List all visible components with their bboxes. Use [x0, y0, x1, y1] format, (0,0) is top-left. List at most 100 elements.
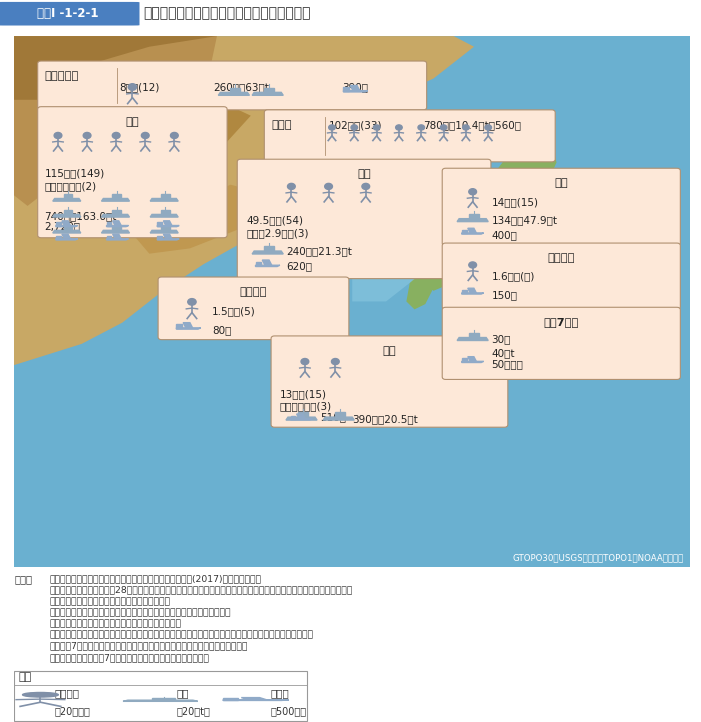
- Polygon shape: [264, 87, 274, 92]
- Polygon shape: [102, 199, 130, 201]
- Text: 390機: 390機: [342, 82, 368, 92]
- Polygon shape: [113, 234, 121, 239]
- Polygon shape: [163, 234, 172, 239]
- Polygon shape: [157, 222, 162, 225]
- Polygon shape: [457, 337, 488, 341]
- Polygon shape: [102, 230, 130, 233]
- Text: 260隻　63万t: 260隻 63万t: [214, 82, 269, 92]
- Polygon shape: [297, 414, 305, 419]
- Text: ３　在日・在韓駐留米軍の陸上兵力は、陸軍および海兵隊の総数を示す。: ３ 在日・在韓駐留米軍の陸上兵力は、陸軍および海兵隊の総数を示す。: [49, 608, 231, 617]
- FancyBboxPatch shape: [158, 277, 349, 339]
- Polygon shape: [241, 697, 267, 700]
- Circle shape: [351, 125, 358, 130]
- Text: ２　日本については、平成28年度末における各自衛隊の実勢力を示し、作戦機数は空自の作戦機（輸送機を除く）および: ２ 日本については、平成28年度末における各自衛隊の実勢力を示し、作戦機数は空自…: [49, 586, 353, 595]
- Circle shape: [325, 183, 332, 189]
- Text: 134隻　47.9万t: 134隻 47.9万t: [491, 215, 557, 225]
- Polygon shape: [343, 87, 349, 91]
- Polygon shape: [53, 199, 81, 201]
- Circle shape: [395, 125, 402, 130]
- FancyBboxPatch shape: [442, 243, 681, 310]
- Circle shape: [418, 125, 425, 130]
- Text: 390隻　20.5万t: 390隻 20.5万t: [353, 414, 418, 424]
- Polygon shape: [298, 412, 308, 417]
- Polygon shape: [64, 210, 72, 214]
- Polygon shape: [223, 698, 238, 700]
- FancyBboxPatch shape: [38, 107, 227, 238]
- Polygon shape: [53, 230, 81, 233]
- Text: 中国: 中国: [125, 117, 139, 127]
- Circle shape: [112, 132, 120, 139]
- Polygon shape: [231, 87, 240, 92]
- Text: （500機）: （500機）: [270, 706, 306, 716]
- Circle shape: [128, 84, 137, 90]
- Circle shape: [54, 132, 62, 139]
- Text: ７　在日米軍及び米第7艦隊の作戦機数については戦闘機のみ。: ７ 在日米軍及び米第7艦隊の作戦機数については戦闘機のみ。: [49, 653, 209, 662]
- Polygon shape: [62, 234, 70, 239]
- Text: 在韓米軍: 在韓米軍: [240, 287, 267, 297]
- Text: 極東ロシア: 極東ロシア: [44, 71, 79, 81]
- Polygon shape: [56, 235, 61, 239]
- Circle shape: [332, 359, 339, 365]
- FancyBboxPatch shape: [264, 110, 555, 162]
- Text: 図表I -1-2-1: 図表I -1-2-1: [36, 6, 98, 19]
- Polygon shape: [157, 225, 179, 227]
- Polygon shape: [335, 412, 345, 417]
- Polygon shape: [350, 85, 360, 91]
- Circle shape: [463, 125, 469, 130]
- Circle shape: [83, 132, 91, 139]
- Circle shape: [440, 125, 447, 130]
- Circle shape: [170, 132, 178, 139]
- FancyBboxPatch shape: [237, 160, 491, 279]
- Circle shape: [362, 183, 369, 189]
- Polygon shape: [322, 196, 353, 280]
- Text: 海兵隊2.9万人(3): 海兵隊2.9万人(3): [246, 228, 308, 238]
- Polygon shape: [163, 221, 172, 225]
- Polygon shape: [150, 199, 178, 201]
- Text: わが国周辺における主な兵力の状況（概数）: わが国周辺における主な兵力の状況（概数）: [144, 6, 311, 20]
- Polygon shape: [107, 235, 111, 239]
- Polygon shape: [14, 36, 474, 365]
- Polygon shape: [487, 142, 557, 196]
- Text: 在日米軍: 在日米軍: [547, 253, 575, 263]
- Polygon shape: [262, 260, 272, 265]
- Polygon shape: [56, 222, 61, 225]
- Circle shape: [485, 125, 491, 130]
- FancyBboxPatch shape: [271, 336, 508, 427]
- Polygon shape: [426, 259, 457, 291]
- Text: （20万人）: （20万人）: [55, 706, 90, 716]
- Polygon shape: [56, 225, 78, 227]
- Polygon shape: [286, 417, 317, 420]
- Polygon shape: [107, 222, 111, 225]
- Polygon shape: [123, 700, 198, 701]
- Text: 510機: 510機: [320, 412, 346, 422]
- Polygon shape: [462, 233, 484, 234]
- Circle shape: [469, 262, 477, 268]
- Text: １　資料は、米国防省公表資料、「ミリタリー・バランス(2017)」などによる。: １ 資料は、米国防省公表資料、「ミリタリー・バランス(2017)」などによる。: [49, 575, 261, 583]
- Text: 400機: 400機: [491, 230, 517, 240]
- FancyBboxPatch shape: [442, 308, 681, 380]
- Text: 13万人(15): 13万人(15): [280, 389, 327, 399]
- Polygon shape: [14, 36, 217, 206]
- Polygon shape: [157, 235, 162, 239]
- Polygon shape: [407, 272, 432, 310]
- Text: 海兵隊１万人(3): 海兵隊１万人(3): [280, 401, 332, 412]
- Text: ６　米第7艦隊については、日本およびグアムに前方展開している兵力を示す。: ６ 米第7艦隊については、日本およびグアムに前方展開している兵力を示す。: [49, 642, 247, 651]
- Polygon shape: [462, 293, 484, 294]
- Text: 14万人(15): 14万人(15): [491, 197, 538, 207]
- Polygon shape: [396, 375, 421, 417]
- Polygon shape: [469, 333, 479, 337]
- Text: 1.6万人(１): 1.6万人(１): [491, 271, 535, 281]
- Text: 620機: 620機: [287, 261, 313, 271]
- Text: 2,720機: 2,720機: [44, 221, 81, 231]
- Text: 8万人(12): 8万人(12): [119, 82, 159, 92]
- Polygon shape: [183, 323, 193, 328]
- Circle shape: [469, 188, 477, 195]
- Polygon shape: [252, 92, 283, 95]
- Text: （20万t）: （20万t）: [177, 706, 210, 716]
- Polygon shape: [136, 185, 271, 253]
- Circle shape: [22, 692, 58, 697]
- Circle shape: [188, 299, 196, 305]
- Polygon shape: [64, 226, 72, 230]
- Text: 作戦機: 作戦機: [270, 688, 289, 698]
- Text: ４　作戦機については、海軍および海兵隊機を含む。: ４ 作戦機については、海軍および海兵隊機を含む。: [49, 619, 181, 628]
